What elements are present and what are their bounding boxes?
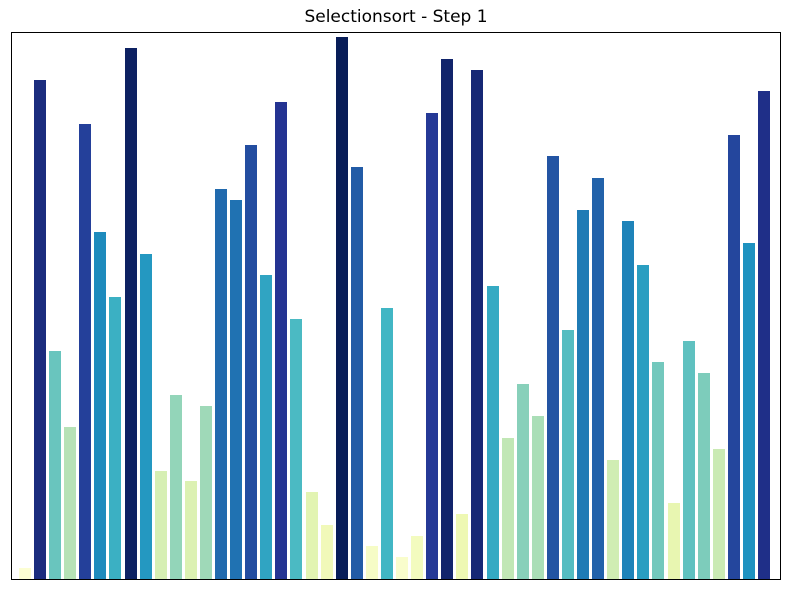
chart-title: Selectionsort - Step 1 xyxy=(304,7,488,27)
bar-2 xyxy=(49,351,62,579)
bar-35 xyxy=(546,156,559,579)
bar-15 xyxy=(245,145,258,579)
bar-24 xyxy=(380,308,393,579)
bar-18 xyxy=(290,318,303,579)
bar-17 xyxy=(275,102,288,579)
bar-38 xyxy=(592,177,605,579)
bar-46 xyxy=(712,448,725,579)
bar-49 xyxy=(757,91,770,579)
bar-43 xyxy=(667,503,680,579)
bar-44 xyxy=(682,340,695,579)
bar-41 xyxy=(637,264,650,579)
bar-12 xyxy=(199,405,212,579)
bar-39 xyxy=(607,459,620,579)
bar-5 xyxy=(94,232,107,579)
bar-20 xyxy=(320,524,333,579)
bar-40 xyxy=(622,221,635,579)
bar-4 xyxy=(79,123,92,579)
bar-13 xyxy=(215,188,228,579)
bar-10 xyxy=(169,394,182,579)
bar-31 xyxy=(486,286,499,579)
bar-1 xyxy=(34,80,47,579)
bar-28 xyxy=(441,58,454,579)
bar-47 xyxy=(727,134,740,579)
bar-27 xyxy=(426,112,439,579)
bar-14 xyxy=(230,199,243,579)
bar-30 xyxy=(471,69,484,579)
bar-21 xyxy=(335,37,348,579)
bar-26 xyxy=(411,535,424,579)
bar-45 xyxy=(697,373,710,579)
bar-22 xyxy=(350,167,363,579)
bar-8 xyxy=(139,253,152,579)
bar-23 xyxy=(365,546,378,579)
bar-33 xyxy=(516,383,529,579)
bar-25 xyxy=(396,557,409,579)
bar-9 xyxy=(154,470,167,579)
bar-34 xyxy=(531,416,544,579)
bar-16 xyxy=(260,275,273,579)
bar-6 xyxy=(109,297,122,579)
bar-29 xyxy=(456,513,469,579)
bar-11 xyxy=(184,481,197,579)
bar-37 xyxy=(577,210,590,579)
bar-42 xyxy=(652,362,665,579)
bar-19 xyxy=(305,492,318,579)
bar-32 xyxy=(501,438,514,579)
bar-0 xyxy=(19,568,31,579)
bar-7 xyxy=(124,47,137,579)
bar-36 xyxy=(561,329,574,579)
bar-48 xyxy=(742,242,755,579)
plot-area xyxy=(11,32,781,580)
bar-3 xyxy=(64,427,77,579)
